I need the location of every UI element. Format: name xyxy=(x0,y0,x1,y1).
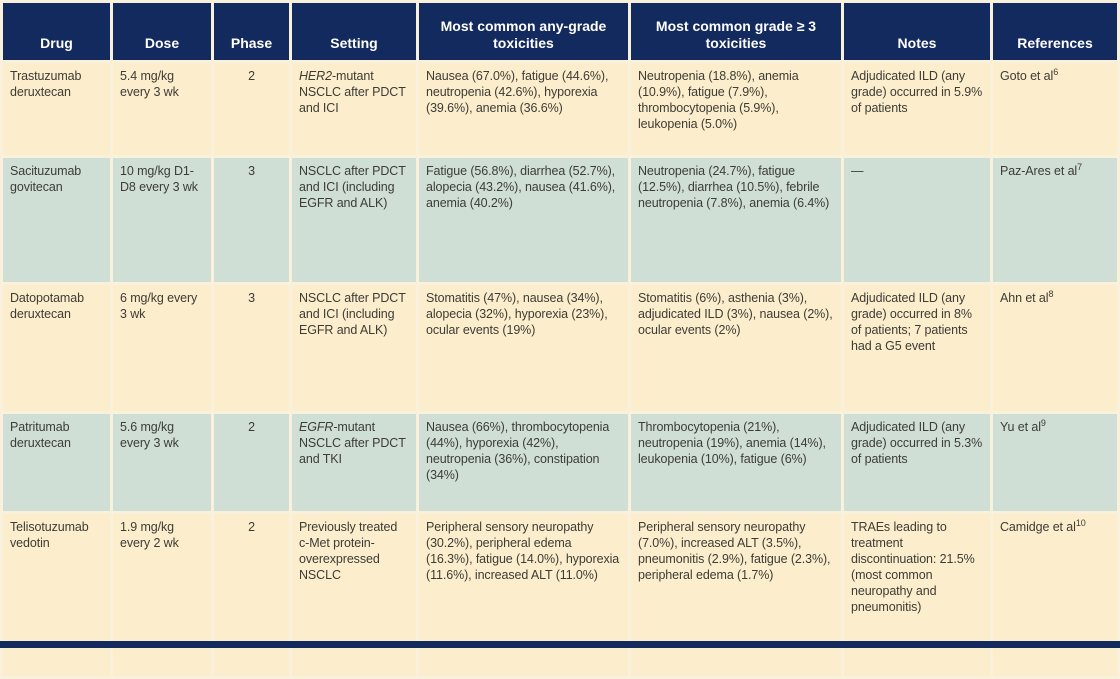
column-header-grade3-toxicities: Most common grade ≥ 3 toxicities xyxy=(631,3,841,60)
reference-cell: Goto et al6 xyxy=(993,63,1117,155)
setting-text: Previously treated c-Met protein-overexp… xyxy=(299,520,398,582)
notes-cell: — xyxy=(844,158,990,282)
table-row: Trastuzumab deruxtecan 5.4 mg/kg every 3… xyxy=(3,63,1117,155)
phase-cell: 3 xyxy=(214,158,289,282)
reference-cell: Paz-Ares et al7 xyxy=(993,158,1117,282)
drug-cell: Trastuzumab deruxtecan xyxy=(3,63,110,155)
reference-text: Yu et al xyxy=(1000,420,1041,434)
table-row: Sacituzumab govitecan 10 mg/kg D1-D8 eve… xyxy=(3,158,1117,282)
notes-cell: Adjudicated ILD (any grade) occurred in … xyxy=(844,63,990,155)
any-grade-toxicities-cell: Peripheral sensory neuropathy (30.2%), p… xyxy=(419,514,628,676)
any-grade-toxicities-cell: Fatigue (56.8%), diarrhea (52.7%), alope… xyxy=(419,158,628,282)
drug-cell: Datopotamab deruxtecan xyxy=(3,285,110,411)
column-header-setting: Setting xyxy=(292,3,416,60)
reference-superscript: 9 xyxy=(1040,417,1046,428)
column-header-notes: Notes xyxy=(844,3,990,60)
drug-toxicity-table-figure: Drug Dose Phase Setting Most common any-… xyxy=(0,3,1120,676)
any-grade-toxicities-cell: Nausea (67.0%), fatigue (44.6%), neutrop… xyxy=(419,63,628,155)
phase-cell: 3 xyxy=(214,285,289,411)
setting-text: NSCLC after PDCT and ICI (including EGFR… xyxy=(299,291,406,337)
column-header-any-grade-toxicities: Most common any-grade toxicities xyxy=(419,3,628,60)
setting-gene-name: EGFR xyxy=(299,420,334,434)
reference-text: Ahn et al xyxy=(1000,291,1049,305)
setting-gene-name: HER2 xyxy=(299,69,332,83)
reference-superscript: 6 xyxy=(1053,66,1059,77)
setting-cell: NSCLC after PDCT and ICI (including EGFR… xyxy=(292,285,416,411)
dose-cell: 5.6 mg/kg every 3 wk xyxy=(113,414,211,511)
grade3-toxicities-cell: Stomatitis (6%), asthenia (3%), adjudica… xyxy=(631,285,841,411)
reference-superscript: 7 xyxy=(1077,161,1083,172)
column-header-dose: Dose xyxy=(113,3,211,60)
bottom-border-bar xyxy=(0,641,1120,648)
table-row: Patritumab deruxtecan 5.6 mg/kg every 3 … xyxy=(3,414,1117,511)
header-row: Drug Dose Phase Setting Most common any-… xyxy=(3,3,1117,60)
grade3-toxicities-cell: Peripheral sensory neuropathy (7.0%), in… xyxy=(631,514,841,676)
notes-cell: TRAEs leading to treatment discontinuati… xyxy=(844,514,990,676)
setting-cell: NSCLC after PDCT and ICI (including EGFR… xyxy=(292,158,416,282)
reference-text: Goto et al xyxy=(1000,69,1054,83)
reference-superscript: 10 xyxy=(1075,517,1086,528)
column-header-drug: Drug xyxy=(3,3,110,60)
grade3-toxicities-cell: Neutropenia (24.7%), fatigue (12.5%), di… xyxy=(631,158,841,282)
any-grade-toxicities-cell: Nausea (66%), thrombocytopenia (44%), hy… xyxy=(419,414,628,511)
dose-cell: 1.9 mg/kg every 2 wk xyxy=(113,514,211,676)
notes-cell: Adjudicated ILD (any grade) occurred in … xyxy=(844,414,990,511)
any-grade-toxicities-cell: Stomatitis (47%), nausea (34%), alopecia… xyxy=(419,285,628,411)
drug-cell: Patritumab deruxtecan xyxy=(3,414,110,511)
column-header-phase: Phase xyxy=(214,3,289,60)
phase-cell: 2 xyxy=(214,63,289,155)
reference-text: Paz-Ares et al xyxy=(1000,164,1078,178)
column-header-references: References xyxy=(993,3,1117,60)
grade3-toxicities-cell: Thrombocytopenia (21%), neutropenia (19%… xyxy=(631,414,841,511)
reference-superscript: 8 xyxy=(1048,288,1054,299)
notes-cell: Adjudicated ILD (any grade) occurred in … xyxy=(844,285,990,411)
setting-text: -mutant NSCLC after PDCT and TKI xyxy=(299,420,406,466)
setting-cell: Previously treated c-Met protein-overexp… xyxy=(292,514,416,676)
setting-cell: EGFR-mutant NSCLC after PDCT and TKI xyxy=(292,414,416,511)
table-body: Trastuzumab deruxtecan 5.4 mg/kg every 3… xyxy=(3,63,1117,676)
reference-cell: Yu et al9 xyxy=(993,414,1117,511)
dose-cell: 10 mg/kg D1-D8 every 3 wk xyxy=(113,158,211,282)
grade3-toxicities-cell: Neutropenia (18.8%), anemia (10.9%), fat… xyxy=(631,63,841,155)
setting-text: -mutant NSCLC after PDCT and ICI xyxy=(299,69,406,115)
setting-text: NSCLC after PDCT and ICI (including EGFR… xyxy=(299,164,406,210)
table-row: Datopotamab deruxtecan 6 mg/kg every 3 w… xyxy=(3,285,1117,411)
phase-cell: 2 xyxy=(214,514,289,676)
drug-cell: Sacituzumab govitecan xyxy=(3,158,110,282)
dose-cell: 5.4 mg/kg every 3 wk xyxy=(113,63,211,155)
setting-cell: HER2-mutant NSCLC after PDCT and ICI xyxy=(292,63,416,155)
phase-cell: 2 xyxy=(214,414,289,511)
reference-text: Camidge et al xyxy=(1000,520,1076,534)
dose-cell: 6 mg/kg every 3 wk xyxy=(113,285,211,411)
reference-cell: Camidge et al10 xyxy=(993,514,1117,676)
reference-cell: Ahn et al8 xyxy=(993,285,1117,411)
drug-cell: Telisotuzumab vedotin xyxy=(3,514,110,676)
table-row: Telisotuzumab vedotin 1.9 mg/kg every 2 … xyxy=(3,514,1117,676)
